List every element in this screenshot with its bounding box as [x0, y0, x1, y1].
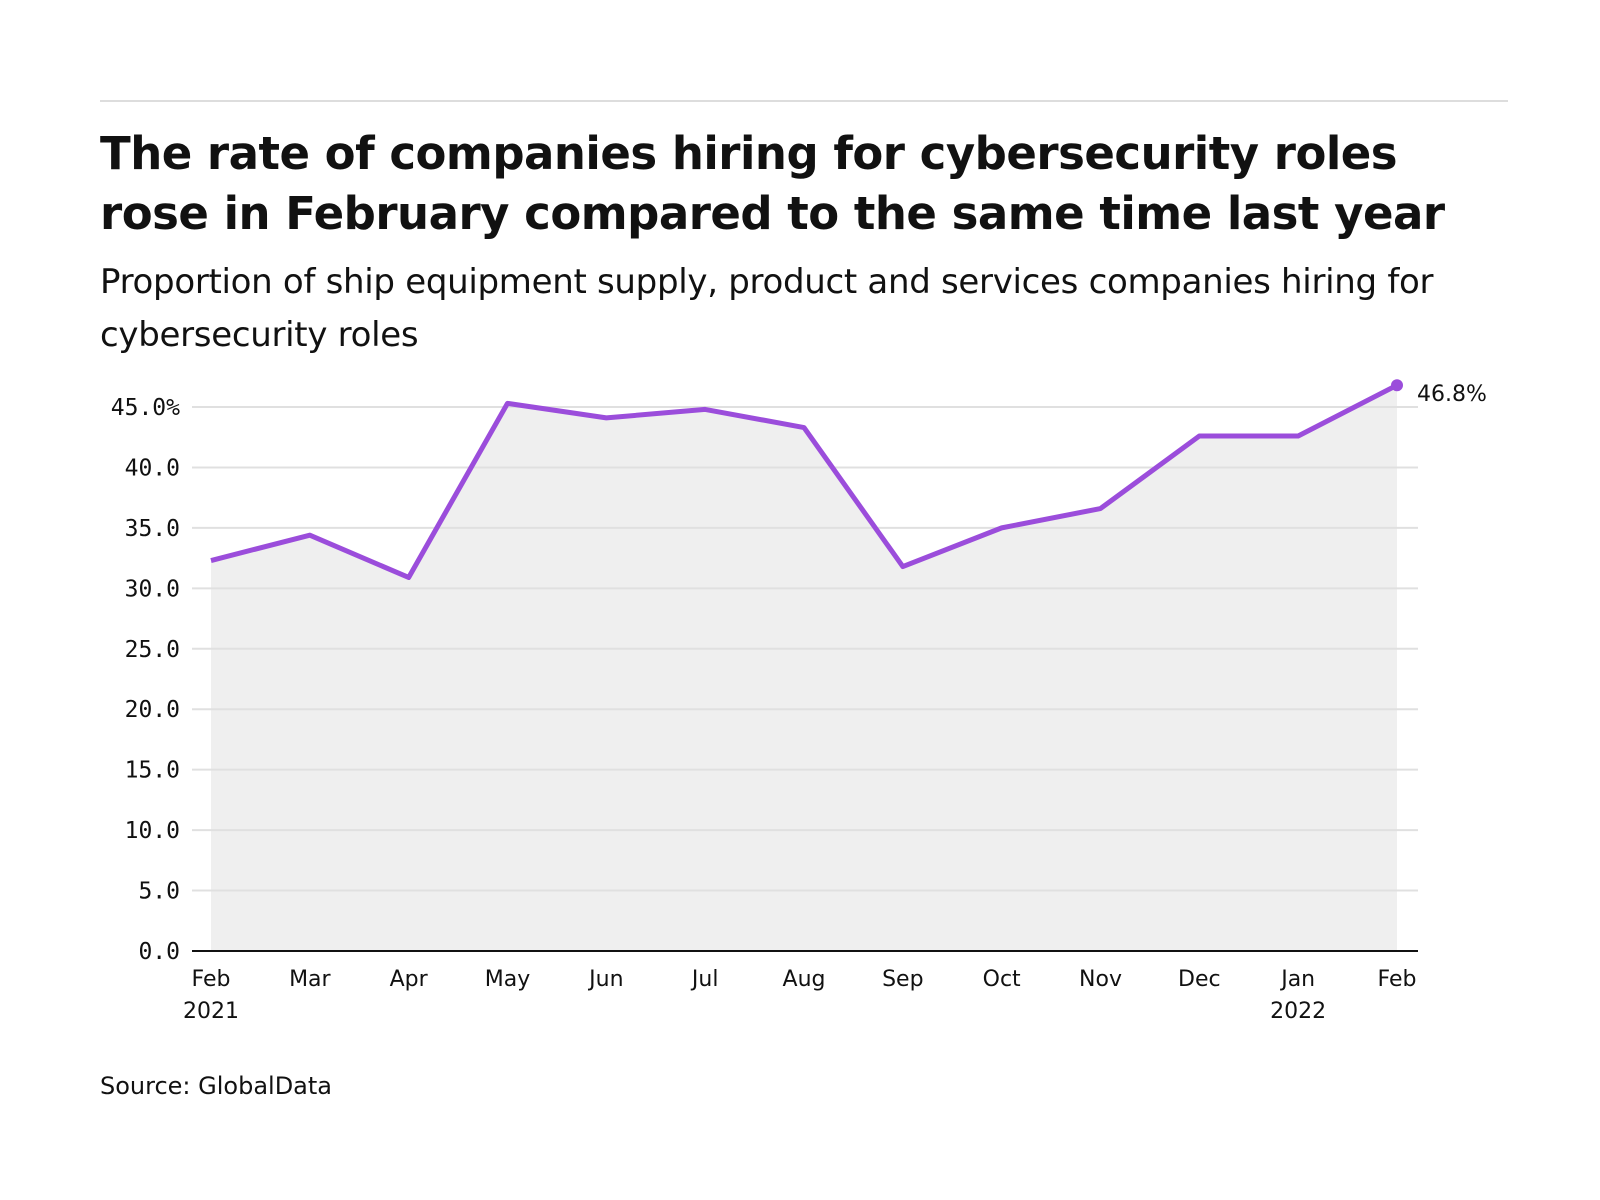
x-tick-label: Mar [289, 967, 331, 992]
x-tick-label: Apr [390, 967, 429, 992]
x-tick-label: Dec [1178, 967, 1221, 992]
x-tick-label: Jan [1279, 967, 1315, 992]
y-tick-label: 0.0 [138, 939, 180, 965]
end-value-label: 46.8% [1417, 382, 1487, 407]
x-tick-label: Jul [690, 967, 719, 992]
y-tick-label: 25.0 [125, 637, 180, 663]
x-tick-label: Jun [587, 967, 623, 992]
x-tick-label: Oct [983, 967, 1021, 992]
x-tick-label: Nov [1079, 967, 1122, 992]
y-tick-label: 10.0 [125, 818, 180, 844]
data-point [1391, 379, 1403, 392]
source-note: Source: GlobalData [100, 1072, 333, 1100]
x-tick-label: Feb [1378, 967, 1417, 992]
y-tick-label: 20.0 [125, 697, 180, 723]
chart-subtitle: Proportion of ship equipment supply, pro… [100, 262, 1434, 355]
y-tick-label: 5.0 [138, 879, 180, 905]
x-tick-label: May [485, 967, 530, 992]
y-tick-label: 40.0 [125, 455, 180, 481]
y-tick-label: 15.0 [125, 758, 180, 784]
x-tick-label: 2021 [183, 999, 239, 1024]
y-tick-label: 45.0% [111, 395, 180, 421]
area-fill [211, 385, 1397, 951]
chart-title: The rate of companies hiring for cyberse… [100, 127, 1445, 240]
x-tick-label: Sep [882, 967, 923, 992]
x-tick-label: Aug [783, 967, 826, 992]
y-tick-label: 30.0 [125, 576, 180, 602]
data-line [210, 383, 1399, 580]
x-tick-label: 2022 [1270, 999, 1326, 1024]
x-tick-label: Feb [192, 967, 231, 992]
y-tick-label: 35.0 [125, 516, 180, 542]
top-rule [100, 100, 1508, 102]
